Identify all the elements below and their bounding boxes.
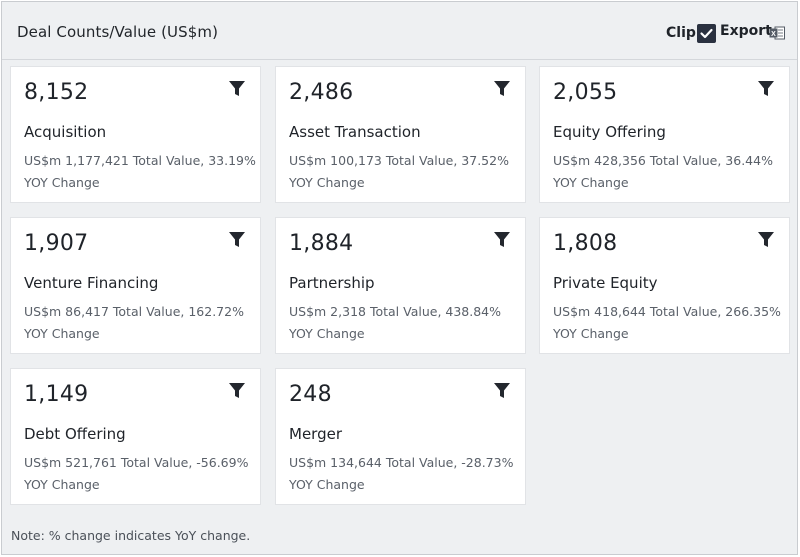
deal-stats: US$m 521,761 Total Value, -56.69% YOY Ch… [24, 455, 249, 492]
panel-header: Deal Counts/Value (US$m) Clip Export X [2, 2, 797, 60]
deal-count: 248 [289, 382, 332, 407]
excel-icon[interactable]: X [769, 26, 785, 40]
filter-icon[interactable] [228, 231, 246, 249]
deal-count: 1,808 [553, 231, 618, 256]
deal-type-name: Venture Financing [24, 274, 159, 292]
panel-title: Deal Counts/Value (US$m) [17, 23, 219, 41]
deal-stats: US$m 428,356 Total Value, 36.44% YOY Cha… [553, 153, 773, 190]
filter-icon[interactable] [757, 80, 775, 98]
filter-icon[interactable] [757, 231, 775, 249]
deal-count: 2,486 [289, 80, 354, 105]
deal-stats: US$m 1,177,421 Total Value, 33.19% YOY C… [24, 153, 256, 190]
clip-label[interactable]: Clip [666, 25, 696, 41]
deal-type-name: Acquisition [24, 123, 107, 141]
deal-card-acquisition: 8,152 Acquisition US$m 1,177,421 Total V… [10, 66, 261, 203]
filter-icon[interactable] [493, 80, 511, 98]
deal-stats: US$m 418,644 Total Value, 266.35% YOY Ch… [553, 304, 781, 341]
deal-count: 2,055 [553, 80, 618, 105]
filter-icon[interactable] [228, 382, 246, 400]
deal-type-name: Private Equity [553, 274, 658, 292]
deal-card-venture-financing: 1,907 Venture Financing US$m 86,417 Tota… [10, 217, 261, 354]
deal-type-name: Equity Offering [553, 123, 666, 141]
deal-count: 1,149 [24, 382, 89, 407]
deal-type-name: Debt Offering [24, 425, 126, 443]
deal-card-private-equity: 1,808 Private Equity US$m 418,644 Total … [539, 217, 790, 354]
deal-stats: US$m 2,318 Total Value, 438.84% YOY Chan… [289, 304, 501, 341]
filter-icon[interactable] [493, 231, 511, 249]
deal-type-name: Partnership [289, 274, 375, 292]
deal-type-name: Merger [289, 425, 342, 443]
deal-count: 1,907 [24, 231, 89, 256]
footnote: Note: % change indicates YoY change. [11, 528, 251, 543]
deal-count: 1,884 [289, 231, 354, 256]
deal-card-merger: 248 Merger US$m 134,644 Total Value, -28… [275, 368, 526, 505]
deal-stats: US$m 100,173 Total Value, 37.52% YOY Cha… [289, 153, 509, 190]
deal-type-name: Asset Transaction [289, 123, 421, 141]
clip-button[interactable] [697, 24, 716, 43]
deal-count: 8,152 [24, 80, 89, 105]
export-button[interactable]: Export [720, 23, 772, 39]
deal-card-partnership: 1,884 Partnership US$m 2,318 Total Value… [275, 217, 526, 354]
filter-icon[interactable] [228, 80, 246, 98]
deal-card-asset-transaction: 2,486 Asset Transaction US$m 100,173 Tot… [275, 66, 526, 203]
deal-card-debt-offering: 1,149 Debt Offering US$m 521,761 Total V… [10, 368, 261, 505]
deal-card-equity-offering: 2,055 Equity Offering US$m 428,356 Total… [539, 66, 790, 203]
deal-stats: US$m 86,417 Total Value, 162.72% YOY Cha… [24, 304, 244, 341]
checkmark-icon [700, 28, 713, 39]
deal-stats: US$m 134,644 Total Value, -28.73% YOY Ch… [289, 455, 514, 492]
filter-icon[interactable] [493, 382, 511, 400]
svg-text:X: X [771, 31, 776, 38]
